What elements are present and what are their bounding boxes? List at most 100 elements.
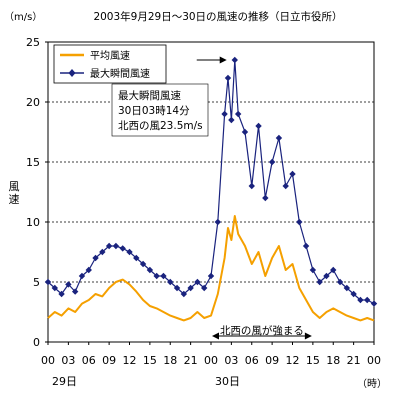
data-point xyxy=(221,110,228,118)
data-point xyxy=(187,284,194,292)
data-point xyxy=(92,254,99,262)
x-tick-label: 18 xyxy=(163,354,177,367)
series-gust xyxy=(44,56,378,307)
period-label-bg xyxy=(213,322,310,338)
data-point xyxy=(99,248,106,256)
data-point xyxy=(194,278,201,286)
max-gust-arrow xyxy=(196,56,227,64)
series-line xyxy=(47,215,375,322)
data-point xyxy=(228,116,235,124)
period-annotation: 北西の風が強まる xyxy=(212,322,312,340)
data-point xyxy=(330,266,337,274)
data-point xyxy=(119,245,126,252)
x-tick-label: 15 xyxy=(143,354,157,367)
y-unit-label: （m/s） xyxy=(4,11,42,23)
data-point xyxy=(153,272,160,280)
period-label: 北西の風が強まる xyxy=(220,324,304,337)
data-point xyxy=(268,158,276,166)
legend-marker-gust xyxy=(68,69,76,77)
x-tick-label: 21 xyxy=(347,354,361,367)
data-point xyxy=(296,218,303,226)
legend: 平均風速 最大瞬間風速 xyxy=(53,44,167,84)
data-point xyxy=(275,134,283,142)
x-unit-label: （時） xyxy=(357,378,387,390)
max-gust-box xyxy=(111,83,209,137)
y-axis-label: 風速 xyxy=(9,180,20,206)
data-point xyxy=(65,281,72,288)
data-point xyxy=(201,284,208,292)
max-gust-value: 北西の風23.5m/s xyxy=(118,120,203,132)
max-gust-title: 最大瞬間風速 xyxy=(118,89,181,102)
legend-label-average: 平均風速 xyxy=(90,50,130,62)
day-label: 29日 xyxy=(52,375,77,388)
x-tick-label: 12 xyxy=(286,354,300,367)
period-arrow-right xyxy=(304,332,312,340)
data-point xyxy=(167,278,174,286)
y-tick-label: 20 xyxy=(26,96,40,109)
data-point xyxy=(173,284,181,292)
x-tick-label: 03 xyxy=(224,354,238,367)
y-tick-label: 5 xyxy=(33,276,40,289)
data-point xyxy=(248,182,255,190)
x-tick-label: 18 xyxy=(326,354,340,367)
data-point xyxy=(214,218,221,226)
x-tick-label: 06 xyxy=(245,354,259,367)
data-point xyxy=(309,266,317,274)
data-point xyxy=(289,170,296,178)
x-tick-label: 03 xyxy=(61,354,75,367)
data-point xyxy=(234,110,242,118)
data-point xyxy=(357,296,364,304)
data-point xyxy=(207,272,215,280)
period-arrow-left xyxy=(212,332,219,340)
data-point xyxy=(350,290,357,298)
y-tick-label: 10 xyxy=(26,216,40,229)
data-point xyxy=(370,300,378,307)
x-tick-label: 00 xyxy=(41,354,55,367)
legend-label-gust: 最大瞬間風速 xyxy=(90,67,150,80)
data-point xyxy=(323,272,330,280)
data-point xyxy=(105,242,113,250)
data-point xyxy=(255,122,262,130)
data-point xyxy=(364,296,371,304)
max-gust-time: 30日03時14分 xyxy=(118,105,190,117)
data-point xyxy=(262,194,269,202)
y-tick-label: 25 xyxy=(26,36,40,49)
day-label: 30日 xyxy=(215,375,240,388)
data-point xyxy=(160,272,167,280)
legend-box xyxy=(53,44,167,84)
plot-area xyxy=(47,41,375,343)
data-point xyxy=(241,128,249,136)
chart-title: 2003年9月29日～30日の風速の推移（日立市役所） xyxy=(93,10,342,23)
x-tick-label: 06 xyxy=(82,354,96,367)
y-tick-label: 15 xyxy=(26,156,40,169)
data-point xyxy=(133,254,140,262)
data-point xyxy=(282,182,289,190)
data-point xyxy=(302,242,310,250)
x-tick-label: 21 xyxy=(184,354,198,367)
data-point xyxy=(343,284,351,292)
max-gust-annotation: 最大瞬間風速 30日03時14分 北西の風23.5m/s xyxy=(111,83,209,137)
data-point xyxy=(44,278,52,286)
data-point xyxy=(78,272,86,280)
series-average xyxy=(47,215,375,322)
data-point xyxy=(58,290,65,298)
data-point xyxy=(139,260,147,268)
data-point xyxy=(112,242,120,250)
data-point xyxy=(146,266,154,274)
x-tick-label: 09 xyxy=(102,354,116,367)
data-point xyxy=(336,278,344,286)
x-tick-label: 09 xyxy=(265,354,279,367)
x-tick-label: 00 xyxy=(367,354,381,367)
data-point xyxy=(231,56,238,64)
data-point xyxy=(71,288,79,295)
data-point xyxy=(180,290,188,298)
y-tick-label: 0 xyxy=(33,336,40,349)
data-point xyxy=(126,248,133,256)
x-tick-label: 15 xyxy=(306,354,320,367)
max-arrow-head xyxy=(219,56,227,64)
data-point xyxy=(316,278,323,286)
x-tick-label: 12 xyxy=(123,354,137,367)
data-point xyxy=(85,266,92,274)
x-tick-label: 00 xyxy=(204,354,218,367)
